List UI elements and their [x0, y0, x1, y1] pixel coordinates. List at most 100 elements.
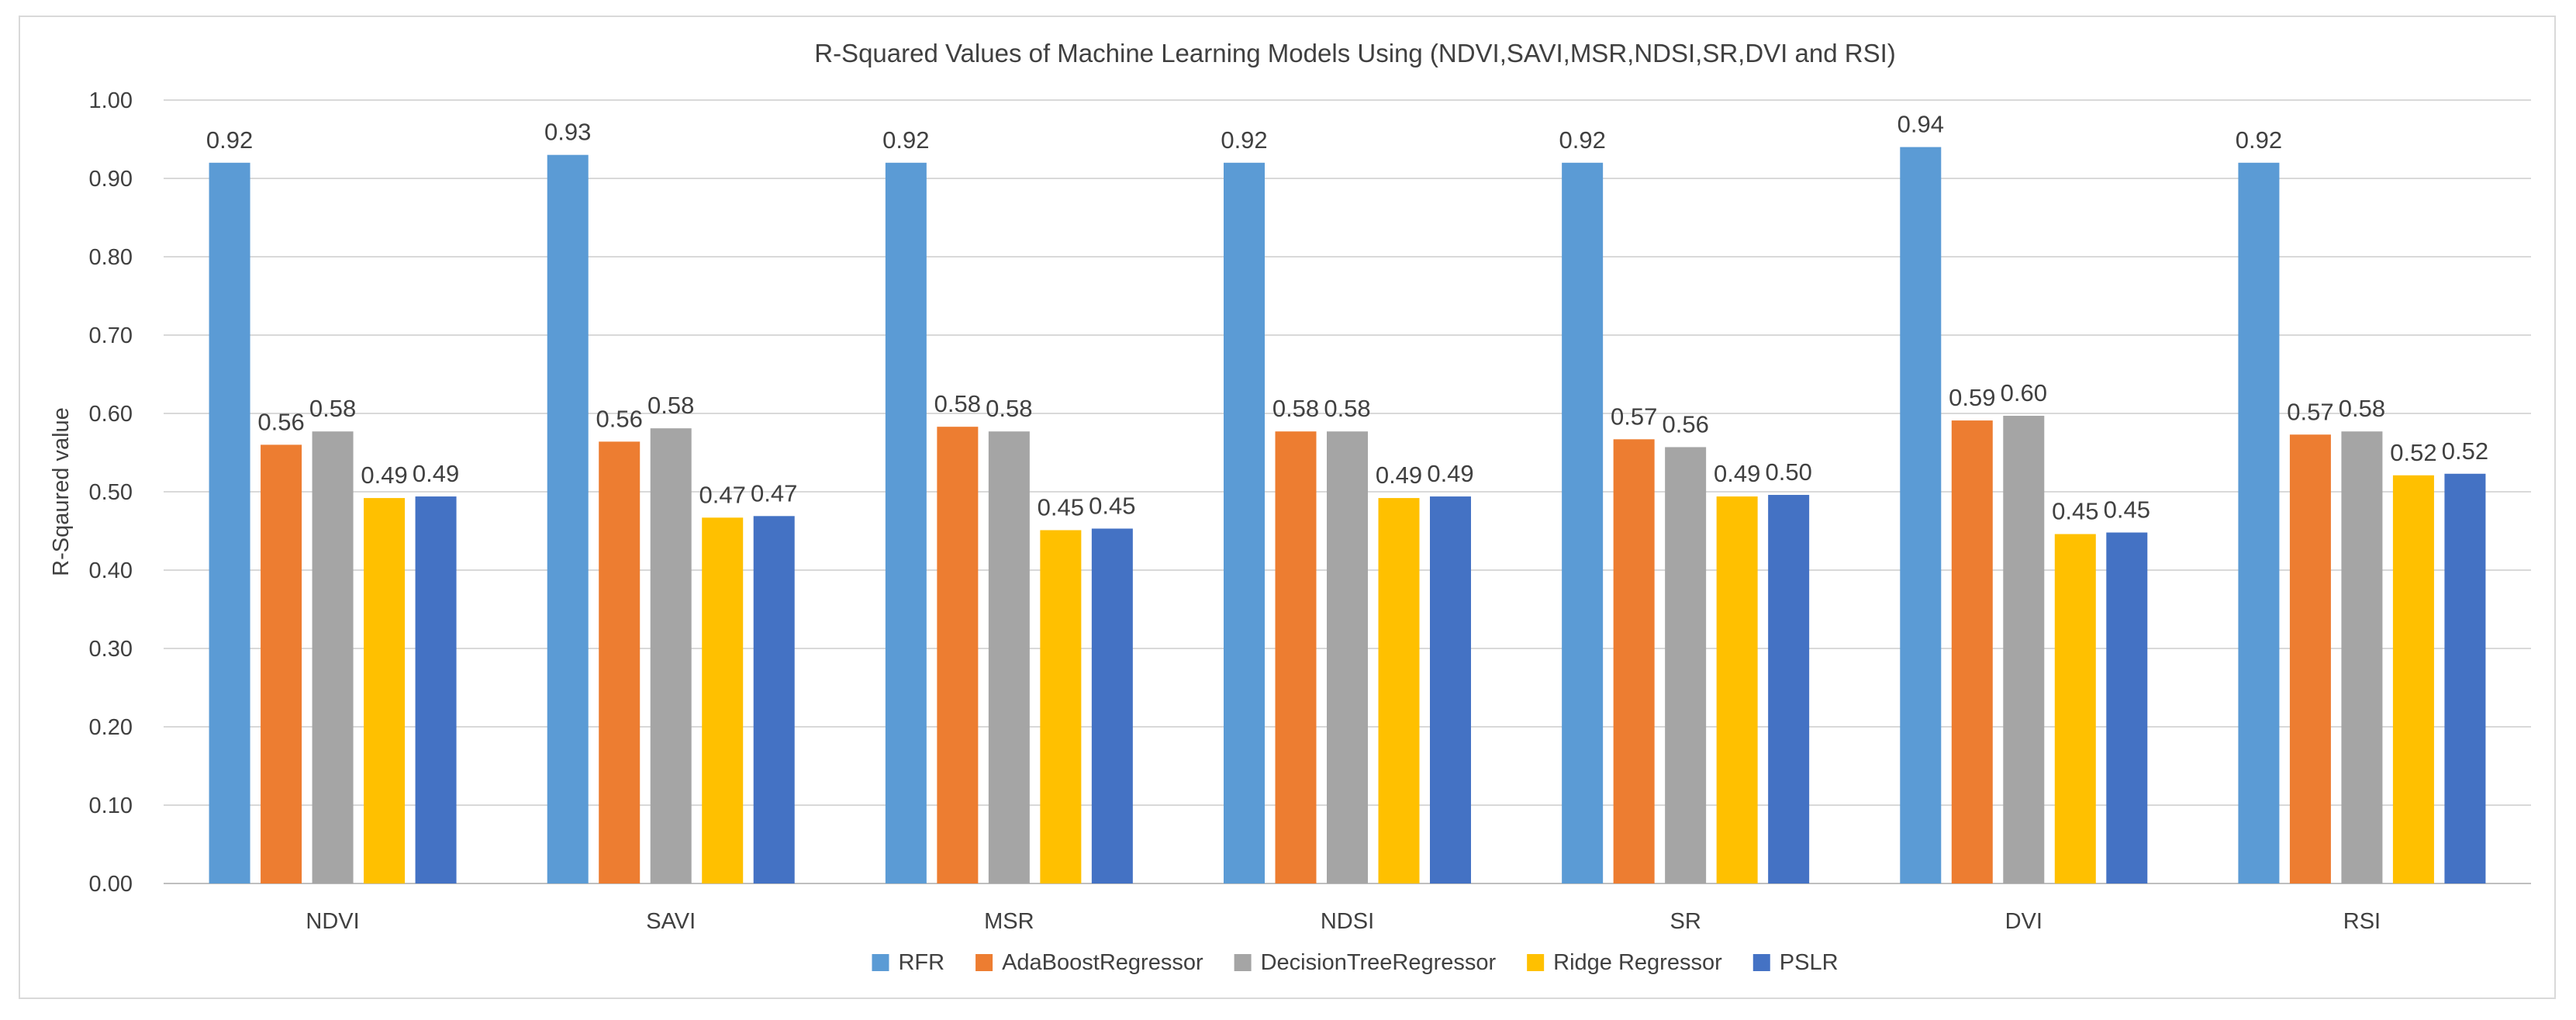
bar-savi-ridge-regressor	[702, 517, 744, 883]
legend-swatch	[1234, 954, 1252, 971]
y-tick-label: 0.20	[89, 715, 133, 740]
data-label: 0.92	[882, 126, 929, 154]
y-tick-label: 0.10	[89, 794, 133, 818]
legend-label: RFR	[898, 950, 944, 975]
bar-sr-ridge-regressor	[1716, 496, 1758, 883]
bar-dvi-pslr	[2106, 532, 2148, 883]
data-label: 0.49	[1376, 462, 1422, 489]
bar-rsi-rfr	[2238, 162, 2280, 884]
y-tick-label: 0.60	[89, 402, 133, 427]
data-label: 0.92	[2236, 126, 2282, 154]
bar-ndsi-adaboostregressor	[1275, 431, 1317, 883]
y-tick-label: 0.70	[89, 323, 133, 348]
data-label: 0.52	[2442, 437, 2488, 465]
y-tick-label: 1.00	[89, 88, 133, 113]
data-label: 0.94	[1897, 111, 1944, 138]
legend: RFR AdaBoostRegressor DecisionTreeRegresso…	[872, 950, 1839, 975]
data-label: 0.59	[1949, 384, 1995, 411]
data-label: 0.92	[206, 126, 253, 154]
x-tick-label: SR	[1670, 909, 1701, 934]
bar-rsi-pslr	[2444, 473, 2486, 883]
data-label: 0.49	[1714, 460, 1760, 487]
legend-item-ridge-regressor: Ridge Regressor	[1527, 950, 1722, 975]
bar-ndvi-pslr	[415, 496, 457, 883]
bar-sr-decisiontreeregressor	[1665, 447, 1707, 883]
bar-sr-adaboostregressor	[1613, 439, 1655, 883]
bar-ndvi-adaboostregressor	[261, 444, 302, 883]
y-tick-label: 0.80	[89, 245, 133, 270]
data-label: 0.58	[934, 390, 981, 417]
y-tick-label: 0.00	[89, 872, 133, 897]
y-axis-title: R-Sqaured value	[49, 407, 74, 576]
bar-sr-rfr	[1562, 162, 1604, 884]
data-label: 0.58	[1272, 395, 1319, 422]
legend-label: AdaBoostRegressor	[1002, 950, 1203, 975]
bar-msr-ridge-regressor	[1040, 530, 1082, 883]
bar-ndvi-rfr	[209, 162, 250, 884]
data-label: 0.49	[1427, 460, 1473, 487]
x-axis-ticks: NDVI SAVI MSR NDSI SR DVI RSI	[306, 909, 2381, 934]
bars	[209, 147, 2486, 884]
data-label: 0.58	[2339, 395, 2385, 422]
x-tick-label: RSI	[2343, 909, 2381, 934]
bar-savi-decisiontreeregressor	[650, 428, 692, 883]
legend-item-rfr: RFR	[872, 950, 944, 975]
bar-savi-adaboostregressor	[599, 441, 641, 883]
x-tick-label: MSR	[984, 909, 1034, 934]
data-label: 0.47	[751, 479, 797, 507]
data-label: 0.58	[1324, 395, 1370, 422]
bar-rsi-adaboostregressor	[2289, 434, 2331, 883]
legend-item-decisiontreeregressor: DecisionTreeRegressor	[1234, 950, 1497, 975]
data-label: 0.58	[986, 395, 1032, 422]
legend-swatch	[975, 954, 993, 971]
chart-title: R-Squared Values of Machine Learning Mod…	[814, 39, 1896, 67]
bar-ndsi-decisiontreeregressor	[1327, 431, 1368, 883]
bar-savi-rfr	[547, 154, 589, 883]
x-tick-label: NDSI	[1321, 909, 1374, 934]
data-label: 0.50	[1765, 458, 1811, 486]
data-label: 0.56	[257, 408, 304, 435]
data-label: 0.49	[413, 460, 459, 487]
y-tick-label: 0.50	[89, 480, 133, 505]
data-label: 0.45	[1038, 493, 1084, 520]
data-label: 0.56	[1662, 410, 1708, 437]
data-label: 0.92	[1559, 126, 1605, 154]
bar-dvi-decisiontreeregressor	[2003, 416, 2045, 883]
x-tick-label: NDVI	[306, 909, 359, 934]
data-label: 0.93	[544, 119, 591, 146]
y-axis-ticks: 0.00 0.10 0.20 0.30 0.40 0.50 0.60 0.70 0.80 0.90…	[89, 88, 133, 897]
data-label: 0.52	[2390, 439, 2436, 466]
legend-label: Ridge Regressor	[1553, 950, 1722, 975]
data-label: 0.57	[2287, 398, 2333, 425]
data-label: 0.57	[1611, 403, 1657, 430]
bar-ndvi-decisiontreeregressor	[312, 431, 354, 883]
data-label: 0.45	[2052, 498, 2098, 525]
bar-msr-adaboostregressor	[937, 427, 979, 883]
data-label: 0.45	[1089, 492, 1135, 519]
legend-swatch	[872, 954, 889, 971]
bar-msr-rfr	[885, 162, 927, 884]
data-label: 0.47	[699, 481, 746, 508]
x-tick-label: SAVI	[646, 909, 696, 934]
data-label: 0.58	[647, 392, 694, 419]
bar-ndsi-ridge-regressor	[1378, 498, 1420, 883]
y-tick-label: 0.30	[89, 637, 133, 662]
data-label: 0.60	[2001, 379, 2047, 406]
bar-savi-pslr	[753, 516, 795, 883]
legend-item-adaboostregressor: AdaBoostRegressor	[975, 950, 1203, 975]
data-label: 0.49	[361, 462, 407, 489]
legend-item-pslr: PSLR	[1752, 950, 1839, 975]
bar-dvi-rfr	[1900, 147, 1942, 884]
legend-label: DecisionTreeRegressor	[1261, 950, 1497, 975]
data-label: 0.56	[596, 405, 643, 432]
bar-dvi-ridge-regressor	[2054, 534, 2096, 883]
legend-swatch	[1752, 954, 1770, 971]
data-labels: 0.920.56 0.580.49 0.490.930.56 0.580.47 0.47…	[206, 111, 2488, 525]
legend-label: PSLR	[1780, 950, 1839, 975]
y-tick-label: 0.90	[89, 167, 133, 192]
bar-msr-pslr	[1091, 528, 1133, 883]
y-tick-label: 0.40	[89, 558, 133, 583]
data-label: 0.92	[1221, 126, 1267, 154]
data-label: 0.45	[2104, 496, 2150, 524]
data-label: 0.58	[309, 395, 356, 422]
